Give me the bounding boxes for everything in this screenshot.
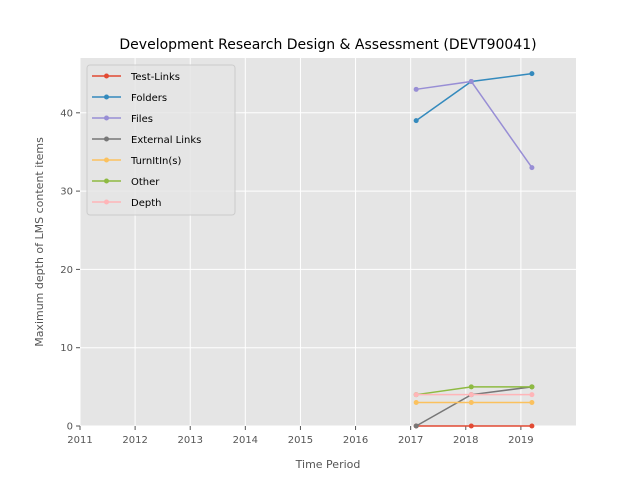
x-tick-label: 2018 <box>453 435 478 446</box>
legend-entry: External Links <box>92 135 201 146</box>
legend-entry: Other <box>92 177 160 188</box>
data-point-other <box>529 384 535 390</box>
x-axis: 2011 2012 2013 2014 2015 2016 2017 2018 2019 <box>67 426 534 446</box>
y-axis-label: Maximum depth of LMS content items <box>33 137 46 347</box>
x-tick-label: 2013 <box>177 435 202 446</box>
x-tick-label: 2012 <box>122 435 147 446</box>
series-turnitin-s <box>413 400 535 406</box>
legend-frame <box>86 64 236 216</box>
legend-swatch-marker <box>104 199 109 205</box>
chart-title: Development Research Design & Assessment… <box>119 37 536 53</box>
x-tick-label: 2017 <box>398 435 423 446</box>
legend-swatch-marker <box>104 73 109 79</box>
x-tick-label: 2019 <box>508 435 533 446</box>
series-layer <box>413 71 535 429</box>
legend: Test-Links Folders Files External Links Turn… <box>86 64 236 216</box>
series-files <box>413 78 535 171</box>
data-point-turnitin-s <box>413 400 419 406</box>
x-axis-label: Time Period <box>295 458 361 471</box>
legend-label: Files <box>131 114 153 125</box>
x-tick-label: 2016 <box>343 435 368 446</box>
data-point-other <box>468 384 474 390</box>
legend-entry: Folders <box>92 93 167 104</box>
data-point-files <box>529 165 535 171</box>
legend-entry: Depth <box>92 198 161 209</box>
y-tick-label: 0 <box>67 422 73 433</box>
data-point-depth <box>529 392 535 398</box>
y-tick-label: 30 <box>60 187 73 198</box>
legend-entry: TurnItIn(s) <box>92 156 181 167</box>
legend-swatch-marker <box>104 178 109 184</box>
x-tick-label: 2011 <box>67 435 92 446</box>
legend-label: Test-Links <box>130 72 180 83</box>
legend-label: Depth <box>131 198 161 209</box>
legend-entry: Test-Links <box>92 72 180 83</box>
y-tick-label: 20 <box>60 265 73 276</box>
data-point-folders <box>413 118 419 124</box>
series-depth <box>413 392 535 398</box>
legend-swatch-marker <box>104 94 109 100</box>
legend-label: Other <box>131 177 160 188</box>
x-tick-label: 2014 <box>233 435 258 446</box>
legend-swatch-marker <box>104 115 109 121</box>
data-point-depth <box>468 392 474 398</box>
legend-label: External Links <box>131 135 201 146</box>
data-point-depth <box>413 392 419 398</box>
data-point-turnitin-s <box>468 400 474 406</box>
data-point-folders <box>529 71 535 77</box>
legend-entry: Files <box>92 114 153 125</box>
y-tick-label: 10 <box>60 343 73 354</box>
data-point-test-links <box>468 423 474 429</box>
legend-swatch-marker <box>104 157 109 163</box>
legend-swatch-marker <box>104 136 109 142</box>
data-point-test-links <box>529 423 535 429</box>
x-tick-label: 2015 <box>288 435 313 446</box>
legend-label: Folders <box>131 93 167 104</box>
data-point-turnitin-s <box>529 400 535 406</box>
y-axis: 0 10 20 30 40 <box>60 108 80 433</box>
y-tick-label: 40 <box>60 108 73 119</box>
data-point-files <box>413 86 419 92</box>
data-point-external-links <box>413 423 419 429</box>
data-point-files <box>468 78 474 84</box>
legend-label: TurnItIn(s) <box>130 156 181 167</box>
